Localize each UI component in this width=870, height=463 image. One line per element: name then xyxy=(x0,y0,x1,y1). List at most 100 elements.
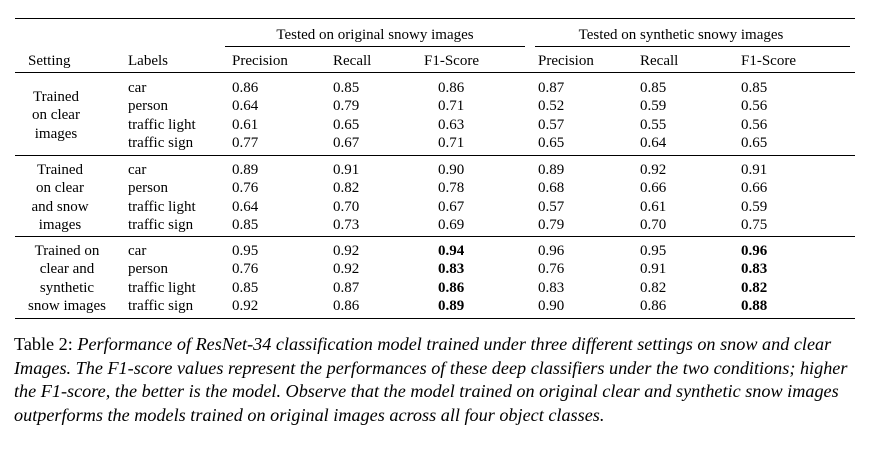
block-rule xyxy=(15,155,855,156)
group-header: Tested on synthetic snowy images xyxy=(578,27,784,43)
row-label: person xyxy=(128,98,168,115)
cell: 0.61 xyxy=(640,198,667,215)
cell: 0.85 xyxy=(741,80,768,96)
cell: 0.76 xyxy=(538,261,565,278)
group-rule xyxy=(535,46,850,47)
cell: 0.87 xyxy=(333,279,360,296)
cell: 0.70 xyxy=(333,198,360,215)
cell: 0.69 xyxy=(438,216,465,233)
cell: 0.70 xyxy=(640,216,667,233)
setting-line: clear and xyxy=(39,261,95,278)
cell: 0.91 xyxy=(640,261,667,278)
cell: 0.77 xyxy=(232,134,259,151)
cell: 0.86 xyxy=(232,80,259,96)
cell: 0.92 xyxy=(232,297,259,314)
cell: 0.79 xyxy=(538,216,565,233)
cell: 0.76 xyxy=(232,180,259,197)
row-label: traffic light xyxy=(128,279,196,296)
cell: 0.86 xyxy=(438,279,465,296)
setting-line: synthetic xyxy=(39,279,95,296)
cell: 0.95 xyxy=(232,243,259,259)
cell: 0.96 xyxy=(741,243,768,259)
setting-line: on clear xyxy=(36,180,84,197)
setting-line: Trained xyxy=(32,89,80,106)
cell: 0.67 xyxy=(438,198,465,215)
cell: 0.78 xyxy=(438,180,465,197)
setting-line: images xyxy=(38,216,82,233)
cell: 0.65 xyxy=(538,134,565,151)
cell: 0.91 xyxy=(741,162,768,178)
cell: 0.75 xyxy=(741,216,768,233)
cell: 0.88 xyxy=(741,297,768,314)
column-header: F1-Score xyxy=(424,53,479,69)
setting-line: and snow xyxy=(31,198,89,215)
group-rule xyxy=(225,46,525,47)
row-label: traffic sign xyxy=(128,297,194,314)
bottom-rule xyxy=(15,318,855,319)
column-header: Setting xyxy=(28,53,71,69)
cell: 0.92 xyxy=(640,162,667,178)
cell: 0.83 xyxy=(741,261,768,278)
cell: 0.83 xyxy=(538,279,565,296)
cell: 0.64 xyxy=(232,98,259,115)
cell: 0.90 xyxy=(538,297,565,314)
cell: 0.82 xyxy=(741,279,768,296)
cell: 0.71 xyxy=(438,134,465,151)
column-header: Precision xyxy=(538,53,594,69)
cell: 0.56 xyxy=(741,116,768,133)
cell: 0.85 xyxy=(333,80,360,96)
cell: 0.64 xyxy=(640,134,667,151)
cell: 0.55 xyxy=(640,116,667,133)
cell: 0.64 xyxy=(232,198,259,215)
caption-label: Table 2: xyxy=(14,334,73,354)
cell: 0.73 xyxy=(333,216,360,233)
cell: 0.96 xyxy=(538,243,565,259)
cell: 0.59 xyxy=(741,198,768,215)
block-rule xyxy=(15,236,855,237)
row-label: car xyxy=(128,243,147,259)
setting-line: Trained on xyxy=(34,243,100,259)
cell: 0.56 xyxy=(741,98,768,115)
cell: 0.89 xyxy=(232,162,259,178)
cell: 0.57 xyxy=(538,116,565,133)
column-header: Precision xyxy=(232,53,288,69)
cell: 0.91 xyxy=(333,162,360,178)
cell: 0.86 xyxy=(438,80,465,96)
column-header: Recall xyxy=(640,53,679,69)
cell: 0.52 xyxy=(538,98,565,115)
cell: 0.66 xyxy=(741,180,768,197)
cell: 0.85 xyxy=(232,279,259,296)
column-header: F1-Score xyxy=(741,53,796,69)
row-label: traffic light xyxy=(128,116,196,133)
row-label: traffic light xyxy=(128,198,196,215)
cell: 0.67 xyxy=(333,134,360,151)
cell: 0.82 xyxy=(640,279,667,296)
setting-line: on clear xyxy=(32,107,80,124)
cell: 0.66 xyxy=(640,180,667,197)
setting-line: snow images xyxy=(28,297,106,314)
setting-line: Trained xyxy=(36,162,84,178)
cell: 0.76 xyxy=(232,261,259,278)
cell: 0.82 xyxy=(333,180,360,197)
caption: Table 2: Performance of ResNet-34 classi… xyxy=(14,333,849,427)
cell: 0.63 xyxy=(438,116,465,133)
cell: 0.59 xyxy=(640,98,667,115)
cell: 0.71 xyxy=(438,98,465,115)
cell: 0.65 xyxy=(741,134,768,151)
header-rule xyxy=(15,72,855,73)
cell: 0.79 xyxy=(333,98,360,115)
row-label: car xyxy=(128,162,147,178)
cell: 0.85 xyxy=(232,216,259,233)
top-rule xyxy=(15,18,855,19)
cell: 0.86 xyxy=(333,297,360,314)
cell: 0.65 xyxy=(333,116,360,133)
cell: 0.95 xyxy=(640,243,667,259)
cell: 0.87 xyxy=(538,80,565,96)
cell: 0.85 xyxy=(640,80,667,96)
cell: 0.83 xyxy=(438,261,465,278)
row-label: traffic sign xyxy=(128,134,194,151)
cell: 0.57 xyxy=(538,198,565,215)
row-label: person xyxy=(128,180,168,197)
cell: 0.89 xyxy=(538,162,565,178)
